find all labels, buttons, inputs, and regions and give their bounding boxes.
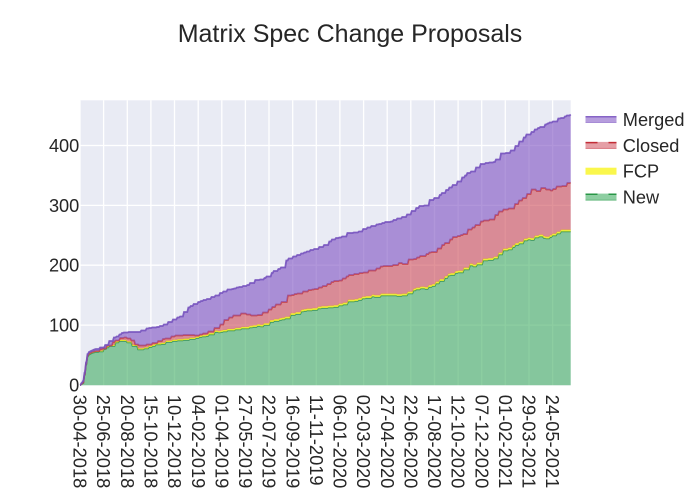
svg-text:07-12-2020: 07-12-2020 [471, 395, 492, 489]
svg-text:0: 0 [69, 375, 79, 395]
svg-text:22-06-2020: 22-06-2020 [400, 395, 421, 489]
svg-text:01-04-2019: 01-04-2019 [211, 395, 232, 489]
svg-text:FCP: FCP [623, 162, 659, 182]
svg-text:20-08-2018: 20-08-2018 [117, 395, 138, 489]
svg-text:New: New [623, 188, 660, 208]
svg-text:16-09-2019: 16-09-2019 [282, 395, 303, 489]
svg-text:02-03-2020: 02-03-2020 [353, 395, 374, 489]
svg-text:300: 300 [49, 196, 79, 216]
svg-text:11-11-2019: 11-11-2019 [306, 395, 327, 486]
svg-text:22-07-2019: 22-07-2019 [259, 395, 280, 489]
svg-text:Merged: Merged [623, 110, 685, 130]
svg-text:100: 100 [49, 316, 79, 336]
svg-text:Matrix Spec Change Proposals: Matrix Spec Change Proposals [178, 20, 523, 48]
svg-text:24-05-2021: 24-05-2021 [542, 395, 563, 489]
svg-text:400: 400 [49, 136, 79, 156]
svg-text:200: 200 [49, 256, 79, 276]
svg-text:12-10-2020: 12-10-2020 [448, 395, 469, 489]
svg-text:27-04-2020: 27-04-2020 [377, 395, 398, 489]
svg-text:06-01-2020: 06-01-2020 [330, 395, 351, 489]
svg-text:10-12-2018: 10-12-2018 [164, 395, 185, 489]
svg-text:17-08-2020: 17-08-2020 [424, 395, 445, 489]
svg-text:Closed: Closed [623, 136, 680, 156]
svg-text:29-03-2021: 29-03-2021 [519, 395, 540, 489]
svg-text:25-06-2018: 25-06-2018 [93, 395, 114, 489]
svg-text:01-02-2021: 01-02-2021 [495, 395, 516, 489]
svg-text:27-05-2019: 27-05-2019 [235, 395, 256, 489]
svg-text:15-10-2018: 15-10-2018 [141, 395, 162, 489]
svg-text:30-04-2018: 30-04-2018 [70, 395, 91, 489]
svg-text:04-02-2019: 04-02-2019 [188, 395, 209, 489]
